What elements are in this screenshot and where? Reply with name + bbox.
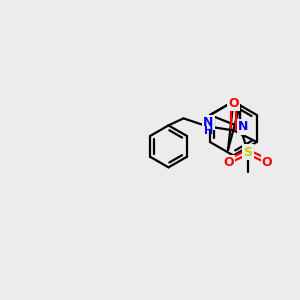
Text: H: H bbox=[204, 126, 213, 136]
Text: N: N bbox=[238, 121, 248, 134]
Text: N: N bbox=[203, 116, 214, 129]
Text: O: O bbox=[228, 97, 239, 110]
Text: O: O bbox=[262, 157, 272, 169]
Text: S: S bbox=[244, 146, 253, 158]
Text: O: O bbox=[224, 157, 234, 169]
